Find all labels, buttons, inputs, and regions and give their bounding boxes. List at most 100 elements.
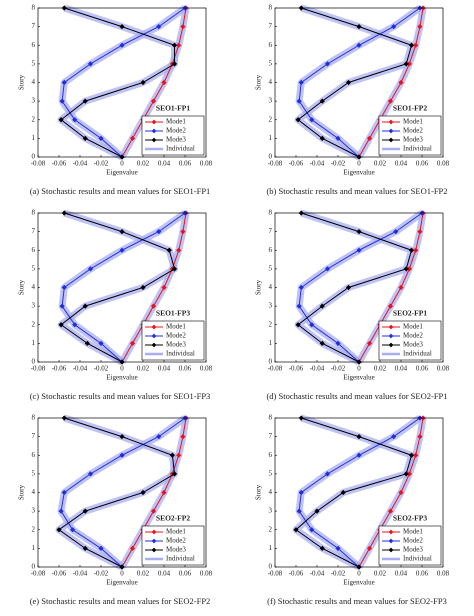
legend-label: Mode3 (403, 546, 423, 554)
mode-marker (345, 284, 352, 291)
mode-marker (61, 489, 67, 496)
y-tick-label: 4 (269, 283, 273, 291)
mode-marker (119, 452, 125, 458)
y-tick-label: 8 (32, 209, 36, 217)
legend-marker (151, 333, 157, 339)
x-tick-label: -0.02 (94, 570, 109, 578)
x-tick-label: -0.02 (331, 570, 346, 578)
legend-marker (388, 324, 394, 330)
y-tick-label: 7 (269, 22, 273, 30)
mode-marker (180, 434, 186, 440)
y-tick-label: 5 (269, 469, 273, 477)
mode-marker (98, 340, 104, 346)
x-tick-label: 0.04 (395, 365, 408, 373)
mode-marker (366, 545, 373, 551)
mode-marker (314, 508, 320, 514)
mode-marker (171, 42, 178, 48)
x-tick-label: -0.04 (73, 160, 88, 168)
y-tick-label: 4 (32, 78, 36, 86)
mode-marker (82, 135, 88, 141)
mode-marker (119, 42, 125, 48)
x-axis-label: Eigenvalue (343, 169, 375, 177)
mode-marker (356, 229, 362, 235)
legend-marker (388, 538, 394, 544)
legend-label: Mode2 (403, 537, 423, 545)
mode-marker (84, 340, 90, 346)
mode-marker (119, 247, 125, 253)
mode-marker (161, 489, 167, 496)
y-tick-label: 4 (32, 488, 36, 496)
x-tick-label: -0.08 (31, 160, 46, 168)
mode-marker (340, 489, 346, 496)
x-tick-label: 0.02 (137, 365, 150, 373)
legend-marker (151, 342, 157, 348)
x-tick-label: -0.04 (73, 570, 88, 578)
y-tick-label: 7 (32, 432, 36, 440)
x-tick-label: 0 (357, 570, 361, 578)
x-tick-label: 0.08 (200, 570, 213, 578)
mode-marker (406, 266, 412, 272)
mode-marker (324, 61, 331, 67)
legend-label: Mode1 (166, 323, 186, 331)
mode-marker (398, 79, 404, 86)
legend-marker (388, 119, 394, 125)
mode-marker (61, 284, 67, 291)
x-tick-label: 0 (120, 365, 124, 373)
mode-marker (156, 229, 162, 235)
plot-frame (37, 7, 207, 158)
mode-marker (150, 508, 157, 514)
y-tick-label: 8 (269, 4, 273, 12)
legend-label: Mode1 (166, 118, 186, 126)
y-tick-label: 3 (269, 302, 273, 310)
y-tick-label: 4 (269, 488, 273, 496)
y-tick-label: 3 (32, 507, 36, 515)
x-tick-label: -0.08 (31, 365, 46, 373)
mode-marker (356, 247, 362, 253)
mode-marker (59, 303, 65, 309)
legend-label: Mode3 (166, 341, 186, 349)
mode-marker (335, 135, 341, 141)
mode-marker (408, 452, 415, 458)
y-tick-label: 0 (32, 153, 36, 161)
y-tick-label: 1 (269, 134, 273, 142)
legend-title: SEO1-FP1 (156, 104, 190, 113)
mode-marker (98, 545, 104, 551)
mode-marker (403, 61, 409, 67)
legend-label: Individual (403, 555, 432, 563)
y-tick-label: 3 (32, 302, 36, 310)
y-tick-label: 1 (32, 544, 36, 552)
mode-marker (61, 79, 67, 86)
x-tick-label: -0.02 (331, 160, 346, 168)
y-tick-label: 2 (32, 320, 36, 328)
y-tick-label: 0 (32, 358, 36, 366)
mode-marker (119, 229, 125, 235)
caption: (f) Stochastic results and mean values f… (267, 596, 447, 606)
mode-marker (87, 471, 94, 477)
y-tick-label: 7 (269, 227, 273, 235)
mode-marker (176, 42, 182, 48)
y-tick-label: 6 (32, 451, 36, 459)
mode-marker (72, 322, 78, 328)
x-tick-label: -0.02 (94, 160, 109, 168)
mode-marker (82, 98, 88, 104)
y-tick-label: 5 (32, 264, 36, 272)
x-tick-label: -0.06 (289, 160, 304, 168)
mode-marker (171, 61, 178, 67)
plot-frame (274, 7, 444, 158)
mode-marker (406, 471, 412, 477)
mode-marker (140, 489, 146, 496)
mode-marker (417, 24, 423, 30)
mode-marker (140, 79, 146, 86)
mode-marker (295, 117, 301, 123)
legend-label: Mode1 (403, 118, 423, 126)
x-tick-label: 0.08 (437, 570, 450, 578)
mode-marker (398, 489, 404, 496)
plot-frame (37, 417, 207, 568)
x-tick-label: 0.06 (416, 160, 429, 168)
x-tick-label: 0.06 (416, 365, 429, 373)
y-tick-label: 1 (269, 544, 273, 552)
legend-marker (151, 538, 157, 544)
y-tick-label: 6 (269, 246, 273, 254)
mode-marker (366, 340, 373, 346)
y-tick-label: 0 (269, 153, 273, 161)
